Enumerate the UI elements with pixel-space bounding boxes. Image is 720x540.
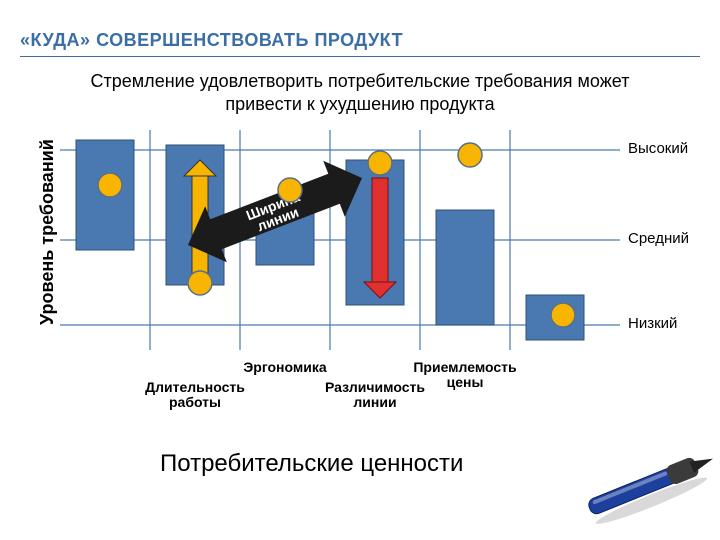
x-axis-caption: Потребительские ценности: [160, 450, 463, 478]
level-dot: [551, 303, 575, 327]
category-label: Приемлемость цены: [410, 360, 520, 391]
level-dot: [188, 271, 212, 295]
bar: [436, 210, 494, 325]
level-dot: [98, 173, 122, 197]
level-dot: [278, 178, 302, 202]
level-label: Низкий: [628, 315, 698, 332]
trend-arrow-shaft: [372, 178, 388, 282]
slide-title: «КУДА» СОВЕРШЕНСТВОВАТЬ ПРОДУКТ: [20, 30, 403, 51]
y-axis-label: Уровень требований: [38, 139, 56, 325]
level-dot: [368, 151, 392, 175]
category-label: Эргономика: [230, 360, 340, 375]
title-underline: [20, 56, 700, 57]
level-dot: [458, 143, 482, 167]
pen-illustration: [570, 440, 720, 530]
requirements-chart: Шириналинии: [60, 130, 620, 350]
slide-subtitle: Стремление удовлетворить потребительские…: [80, 70, 640, 115]
level-label: Высокий: [628, 140, 698, 157]
level-label: Средний: [628, 230, 698, 247]
category-label: Длительность работы: [140, 380, 250, 411]
